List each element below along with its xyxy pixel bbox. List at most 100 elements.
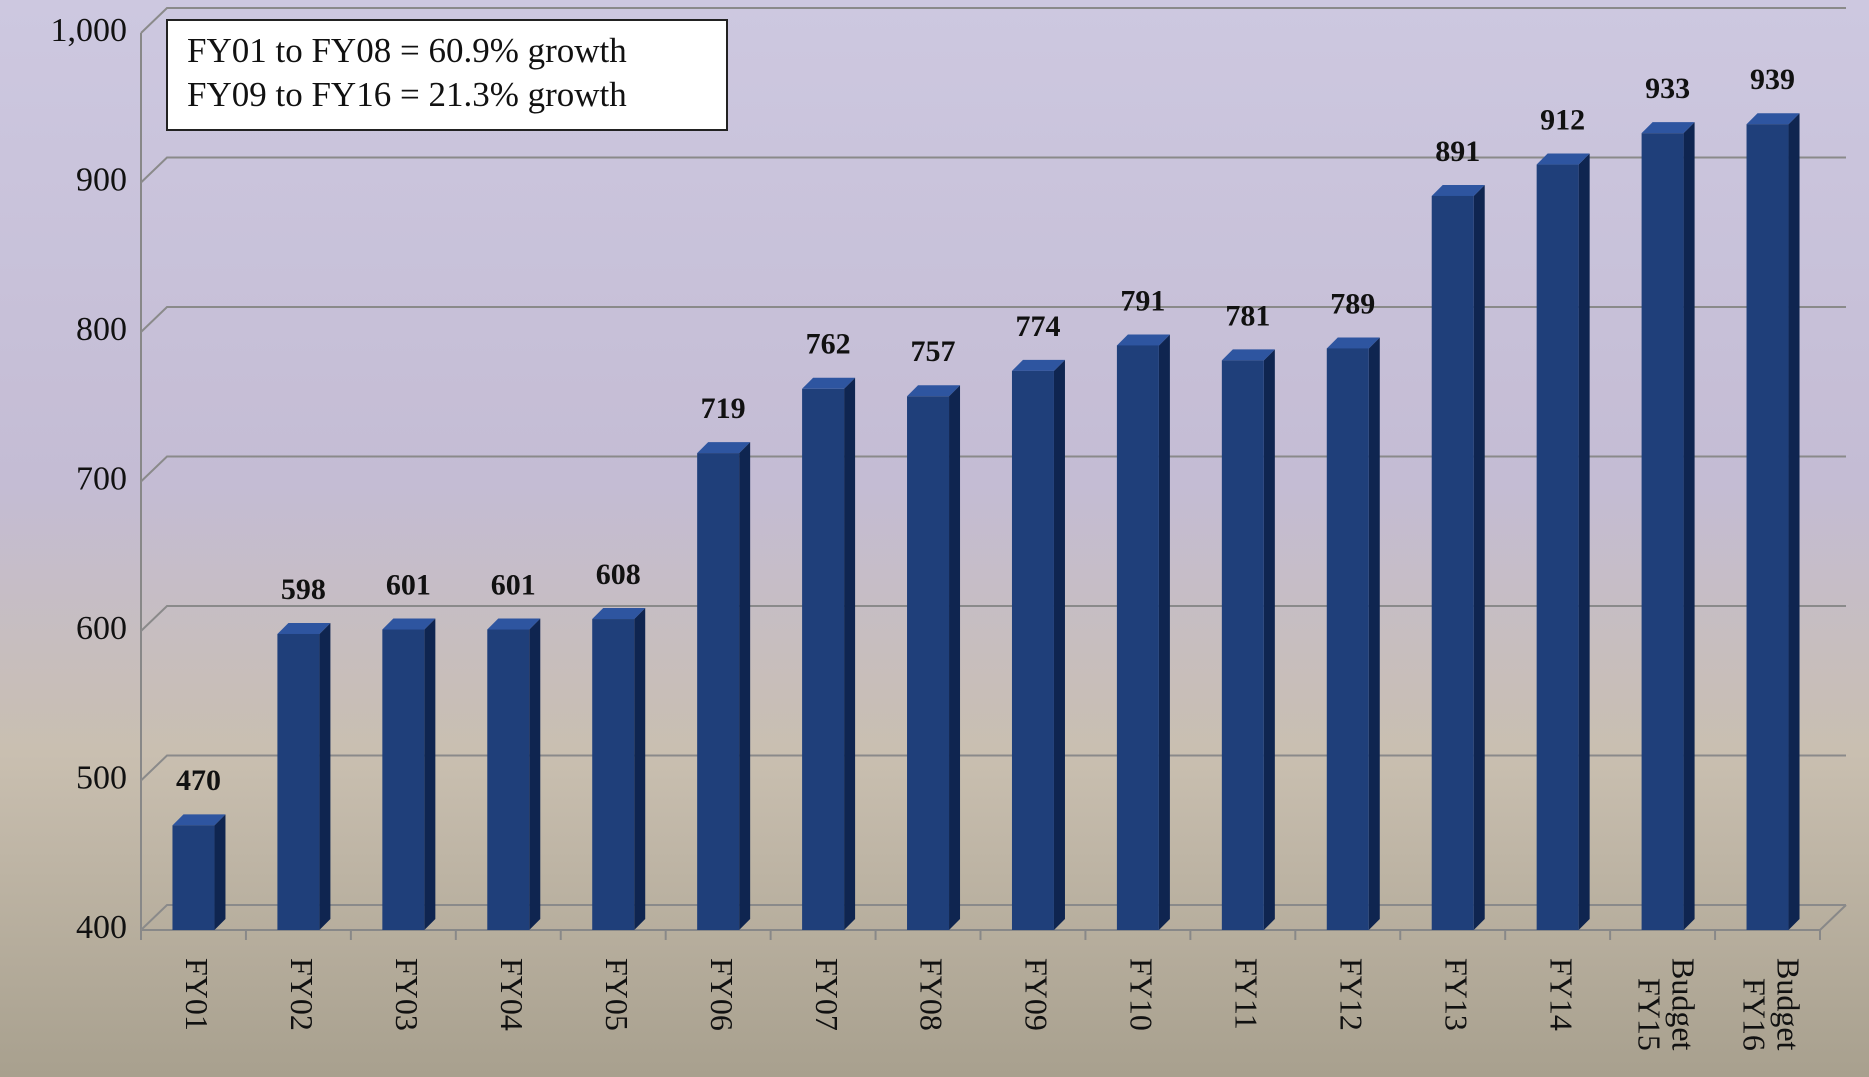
bar-top	[382, 618, 436, 630]
bar-group	[1431, 184, 1485, 930]
grid-line	[140, 306, 1846, 333]
value-label: 791	[1120, 284, 1165, 317]
bar-side	[1473, 184, 1485, 930]
bar-top	[802, 377, 856, 389]
bar	[1431, 195, 1474, 930]
x-tick-label: FY02	[284, 958, 320, 1031]
bar-top	[1536, 153, 1590, 165]
bar-group	[1536, 153, 1590, 930]
bar-side	[739, 442, 751, 930]
bar-group	[907, 385, 961, 930]
value-label: 781	[1225, 299, 1270, 332]
bar-side	[1368, 337, 1380, 930]
bar-side	[529, 618, 541, 930]
bar-side	[424, 618, 436, 930]
value-label: 598	[281, 573, 326, 606]
bar-top	[487, 618, 541, 630]
value-label: 601	[491, 568, 536, 601]
bar-group	[1221, 349, 1275, 930]
y-tick-label: 900	[76, 161, 127, 198]
x-tick-label: FY03	[389, 958, 425, 1031]
bar	[802, 388, 845, 930]
bar-group	[382, 618, 436, 930]
bar-group	[592, 608, 646, 930]
floor-edge	[1819, 904, 1847, 931]
x-tick-label: FY15 Budget	[1631, 958, 1701, 1059]
bar-top	[1326, 337, 1380, 349]
bar	[487, 629, 530, 930]
x-tick-label: FY09	[1019, 958, 1055, 1031]
bar	[592, 619, 635, 930]
bar-side	[1158, 334, 1170, 931]
bar-top	[1221, 349, 1275, 361]
value-label: 601	[386, 568, 431, 601]
value-label: 933	[1645, 72, 1690, 105]
bar-side	[844, 377, 856, 930]
annotation: FY01 to FY08 = 60.9% growth	[187, 31, 627, 70]
y-tick-label: 400	[76, 909, 127, 946]
value-label: 608	[596, 558, 641, 591]
x-tick-label: FY14	[1543, 958, 1579, 1031]
bar-side	[1683, 122, 1695, 931]
bar-top	[1431, 184, 1485, 196]
bar	[1116, 345, 1159, 931]
bar	[1641, 133, 1684, 931]
bar-side	[319, 622, 331, 930]
bar-group	[172, 814, 226, 930]
value-label: 719	[701, 392, 746, 425]
value-label: 470	[176, 764, 221, 797]
y-tick-label: 1,000	[51, 12, 128, 49]
bar-top	[172, 814, 226, 826]
grid-line	[140, 605, 1846, 632]
bar-side	[1578, 153, 1590, 930]
bar-top	[1746, 113, 1800, 125]
y-tick-label: 600	[76, 610, 127, 647]
x-tick-label: FY01	[179, 958, 215, 1031]
grid-line	[140, 455, 1846, 483]
y-tick-label: 800	[76, 311, 127, 348]
bar	[277, 633, 320, 930]
grid-line	[140, 754, 1846, 782]
bar-group	[1116, 334, 1170, 931]
bar-side	[1053, 359, 1065, 930]
bar-group	[697, 442, 751, 930]
value-label: 789	[1330, 287, 1375, 320]
x-tick-label: FY07	[809, 958, 845, 1031]
x-tick-label: FY05	[599, 958, 635, 1031]
bar-top	[907, 385, 961, 397]
bar	[172, 825, 215, 930]
bar	[1011, 370, 1054, 930]
annotation-box	[166, 19, 728, 131]
bar-top	[277, 622, 331, 634]
value-label: 891	[1435, 135, 1480, 168]
bar-side	[1263, 349, 1275, 930]
bar-group	[1641, 122, 1695, 931]
grid-line	[140, 156, 1846, 184]
bar-group	[487, 618, 541, 930]
x-tick-label: FY04	[494, 958, 530, 1031]
bar	[1221, 360, 1264, 930]
bar	[1536, 164, 1579, 930]
bar-group	[1746, 113, 1800, 930]
bar	[1746, 124, 1789, 930]
bar-side	[214, 814, 226, 930]
x-tick-label: FY13	[1438, 958, 1474, 1031]
bar-side	[949, 385, 961, 930]
x-tick-label: FY11	[1229, 958, 1265, 1030]
bar	[697, 453, 740, 930]
bar-side	[634, 608, 646, 930]
bar-top	[1116, 334, 1170, 346]
value-label: 939	[1750, 63, 1795, 96]
bar-top	[1011, 359, 1065, 371]
bar-top	[1641, 122, 1695, 134]
bar-group	[802, 377, 856, 930]
grid-line	[140, 904, 1846, 931]
annotation: FY09 to FY16 = 21.3% growth	[187, 75, 627, 114]
value-label: 912	[1540, 103, 1585, 136]
y-tick-label: 500	[76, 759, 127, 796]
x-tick-label: FY08	[914, 958, 950, 1031]
bar-top	[697, 442, 751, 454]
x-tick-label: FY12	[1333, 958, 1369, 1031]
grid-line	[140, 7, 1846, 34]
bar-group	[1326, 337, 1380, 930]
